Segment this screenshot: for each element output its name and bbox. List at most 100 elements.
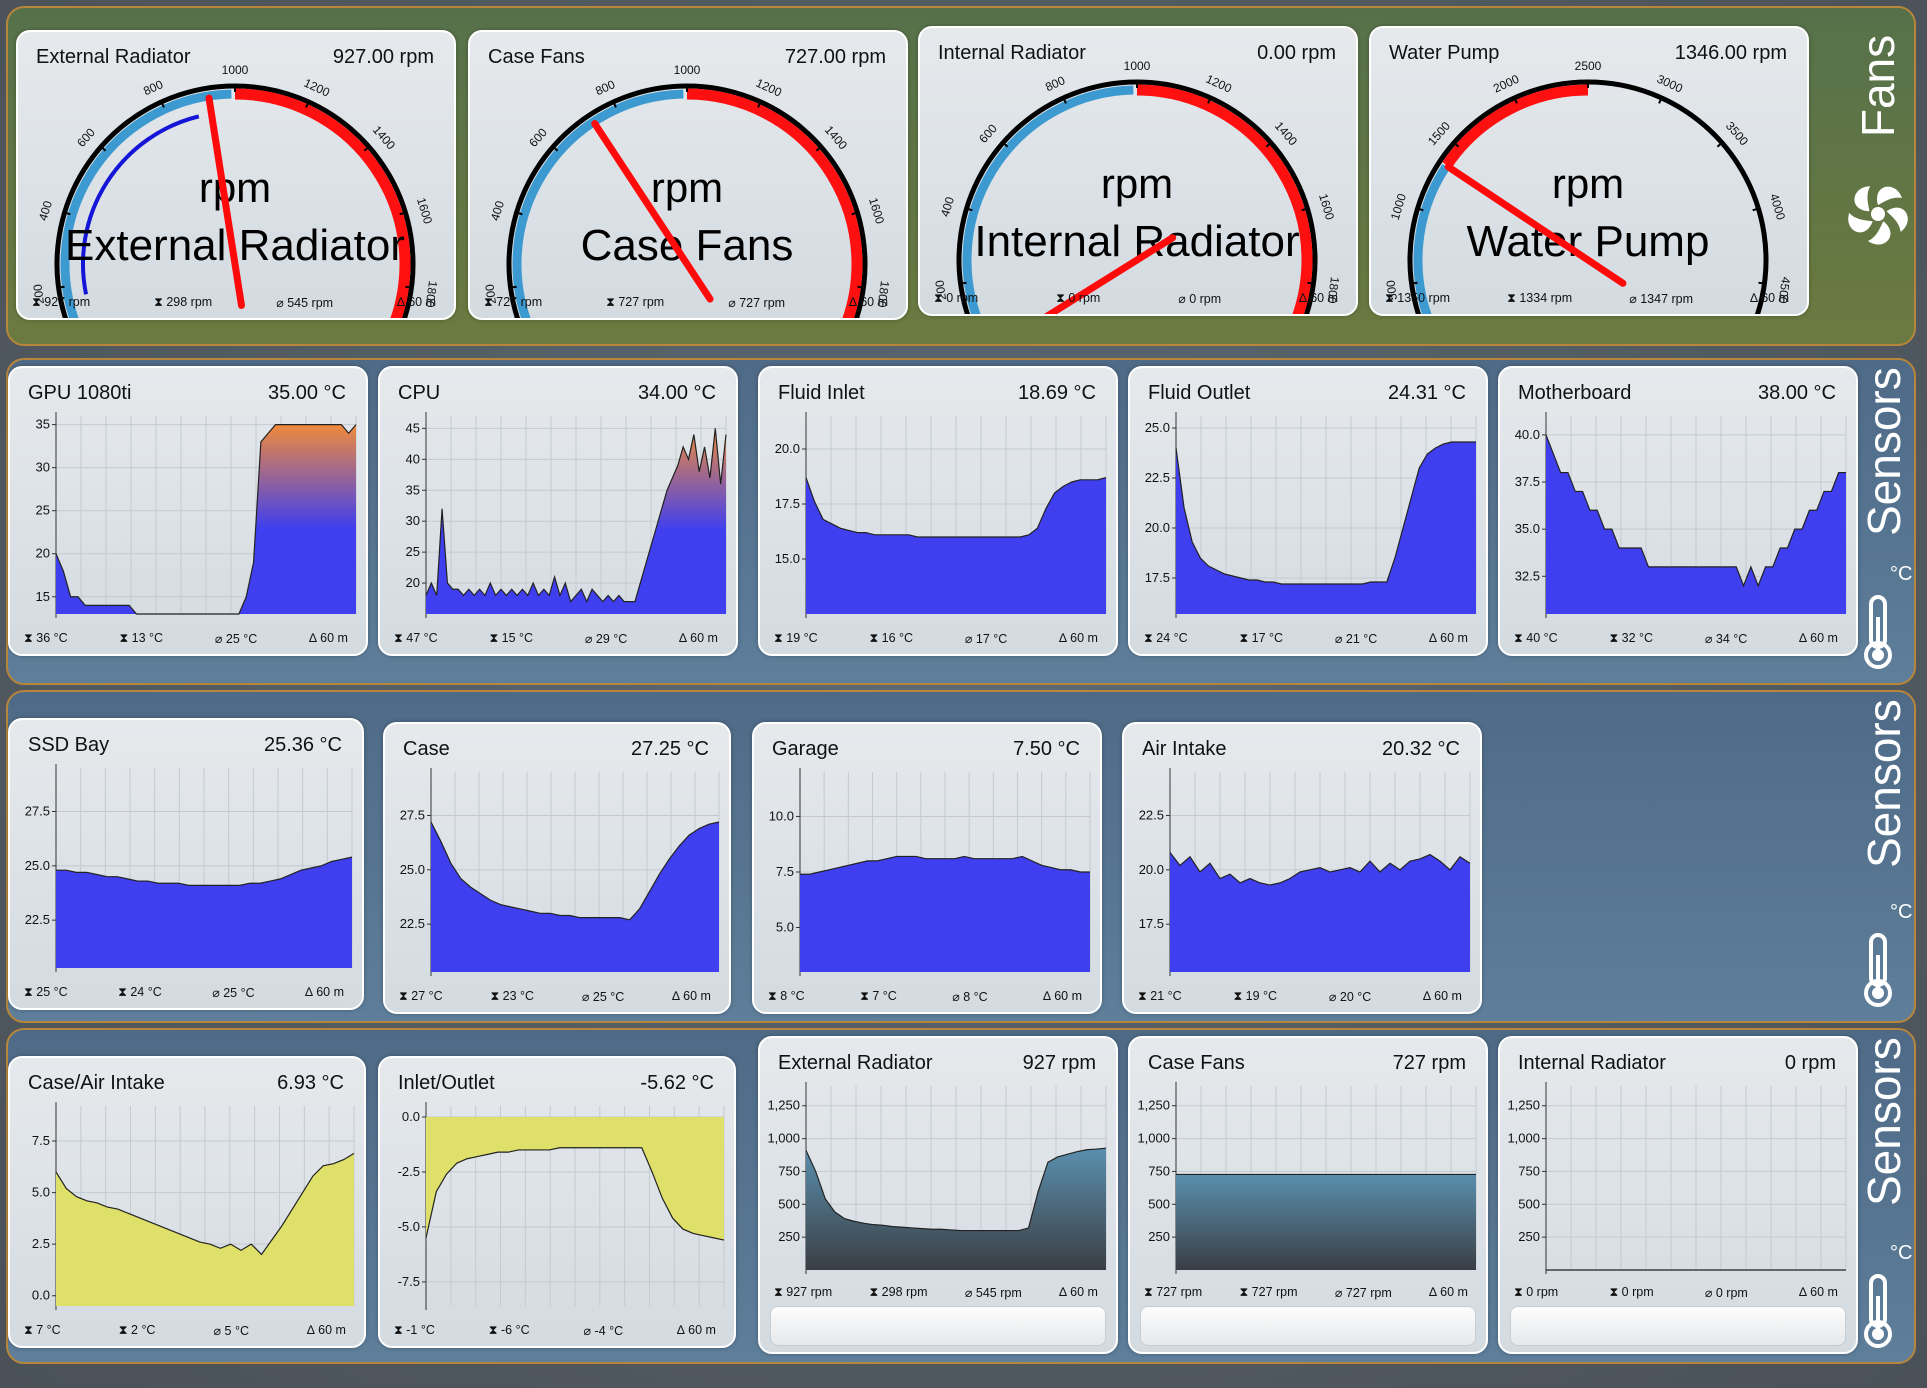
gauge-dial: 0200400600800100012001400160018002000rpm… — [30, 63, 440, 318]
action-button[interactable] — [770, 1306, 1106, 1346]
graph-stats: ⧗ 7 °C ⧗ 2 °C ⌀ 5 °C ∆ 60 m — [24, 1323, 346, 1338]
stat-min: ⧗ 17 °C — [1239, 631, 1284, 645]
series-line — [1545, 434, 1846, 588]
stat-max: ⧗ 8 °C — [768, 989, 805, 1003]
stat-max: ⧗ 927 rpm — [32, 295, 91, 309]
y-tick-label: 25 — [406, 544, 420, 559]
gauge-unit: rpm — [199, 164, 271, 211]
graph-panel: CPU 34.00 °C 20 25 30 35 40 45 ⧗ 47 °C ⧗ 15 °C ⌀ 2… — [378, 366, 738, 656]
graph-title: Motherboard — [1518, 382, 1632, 404]
stat-max: ⧗ 25 °C — [24, 985, 68, 999]
gauge-tick-label: 1000 — [1388, 192, 1409, 222]
action-button[interactable] — [1140, 1306, 1476, 1346]
graph-stats: ⧗ 40 °C ⧗ 32 °C ⌀ 34 °C ∆ 60 m — [1514, 631, 1838, 646]
stat-time: ∆ 60 m — [1750, 291, 1789, 305]
graph-chart: 20 25 30 35 40 45 — [406, 412, 727, 618]
gauge-title: External Radiator — [36, 46, 191, 68]
gauge-tick-label: 1500 — [1425, 119, 1453, 149]
graph-title: Garage — [772, 738, 839, 760]
gauge-needle — [591, 120, 714, 303]
gauge-tick — [62, 211, 71, 216]
graph-value: 727 rpm — [1392, 1052, 1466, 1074]
gauge-tick — [1512, 95, 1518, 104]
gauge-needle — [205, 94, 246, 309]
y-tick-label: 1,000 — [767, 1131, 800, 1146]
gauge-tick-label: 2500 — [1575, 59, 1602, 73]
stat-min: ⧗ 23 °C — [490, 989, 535, 1003]
y-tick-label: 20.0 — [1139, 862, 1164, 877]
series-area — [431, 822, 719, 972]
gauge-tick — [514, 211, 523, 216]
y-tick-label: 25.0 — [25, 858, 50, 873]
graph-panel: Fluid Inlet 18.69 °C 15.0 17.5 20.0 ⧗ 19 °C ⧗ … — [758, 366, 1118, 656]
stat-time: ∆ 60 m — [1423, 989, 1462, 1003]
stat-time: ∆ 60 m — [1043, 989, 1082, 1003]
unit-label: °C — [1890, 901, 1913, 923]
y-tick-label: 1,250 — [767, 1098, 800, 1113]
gauge-stats: ⧗ 1350 rpm ⧗ 1334 rpm ⌀ 1347 rpm ∆ 60 m — [1385, 291, 1789, 306]
gauge-unit: rpm — [1101, 160, 1173, 207]
series-line — [800, 855, 1090, 875]
gauge-tick — [1758, 281, 1767, 285]
graph-chart: 17.5 20.0 22.5 25.0 — [1145, 412, 1477, 618]
gauge-minmax-band — [81, 114, 200, 295]
fans-label: Fans — [1852, 34, 1905, 138]
gauge-unit: rpm — [651, 164, 723, 211]
gauge-tick-label: 4000 — [1767, 192, 1788, 222]
stat-time: ∆ 60 m — [677, 1323, 716, 1337]
graph-chart: 5.0 7.5 10.0 — [769, 768, 1091, 976]
graph-stats: ⧗ -1 °C ⧗ -6 °C ⌀ -4 °C ∆ 60 m — [394, 1323, 716, 1338]
graph-stats: ⧗ 727 rpm ⧗ 727 rpm ⌀ 727 rpm ∆ 60 m — [1144, 1285, 1468, 1300]
series-area — [56, 857, 352, 968]
y-tick-label: 750 — [778, 1163, 800, 1178]
gauge-tick — [1000, 140, 1009, 148]
gauge-tick-label: 2000 — [1491, 72, 1521, 96]
y-tick-label: 17.5 — [1139, 916, 1164, 931]
gauge-tick-label: 600 — [976, 121, 1000, 146]
stat-avg: ⌀ 0 rpm — [1178, 292, 1222, 306]
graph-stats: ⧗ 27 °C ⧗ 23 °C ⌀ 25 °C ∆ 60 m — [399, 989, 711, 1004]
stat-time: ∆ 60 m — [849, 295, 888, 309]
stat-time: ∆ 60 m — [397, 295, 436, 309]
stat-avg: ⌀ 1347 rpm — [1629, 292, 1694, 306]
stat-avg: ⌀ 29 °C — [584, 632, 628, 646]
gauge-tick — [611, 99, 617, 108]
y-tick-label: 35.0 — [1515, 521, 1540, 536]
gauge-tick — [98, 144, 107, 152]
graph-value: 25.36 °C — [263, 734, 342, 756]
stat-time: ∆ 60 m — [1799, 631, 1838, 645]
gauge-tick — [363, 144, 372, 152]
gauge-tick-label: 800 — [593, 77, 617, 98]
stat-time: ∆ 60 m — [309, 631, 348, 645]
stat-avg: ⌀ 727 rpm — [1334, 1286, 1392, 1300]
gauge-tick — [1207, 95, 1213, 104]
y-tick-label: 22.5 — [400, 916, 425, 931]
graph-chart: 22.5 25.0 27.5 — [400, 768, 720, 976]
gauge-tick — [405, 285, 414, 289]
graph-value: 35.00 °C — [267, 382, 346, 404]
stat-avg: ⌀ 8 °C — [952, 990, 988, 1004]
gauge-tick — [1716, 140, 1725, 148]
stat-max: ⧗ 0 rpm — [1514, 1285, 1559, 1299]
y-tick-label: 20.0 — [775, 441, 800, 456]
series-area — [806, 477, 1106, 614]
unit-label: °C — [1890, 563, 1913, 585]
gauge-blue-band — [1413, 163, 1450, 314]
stat-time: ∆ 60 m — [672, 989, 711, 1003]
stat-min: ⧗ 19 °C — [1233, 989, 1278, 1003]
action-button[interactable] — [1510, 1306, 1846, 1346]
series-area — [56, 424, 356, 614]
graph-title: Inlet/Outlet — [398, 1072, 495, 1094]
graph-title: Fluid Outlet — [1148, 382, 1251, 404]
gauge-tick-label: 1800 — [423, 280, 440, 309]
gauge-tick-label: 1600 — [1316, 192, 1337, 222]
y-tick-label: 25.0 — [400, 862, 425, 877]
series-area — [800, 856, 1090, 972]
sensors-band-label-2: Sensors °C — [1852, 690, 1922, 1023]
stat-avg: ⌀ 34 °C — [1704, 632, 1748, 646]
gauge-tick-label: 800 — [1043, 73, 1067, 94]
y-tick-label: 35 — [406, 482, 420, 497]
gauge-tick — [958, 281, 967, 285]
y-tick-label: -2.5 — [398, 1164, 420, 1179]
gauge-title: Internal Radiator — [938, 42, 1086, 64]
